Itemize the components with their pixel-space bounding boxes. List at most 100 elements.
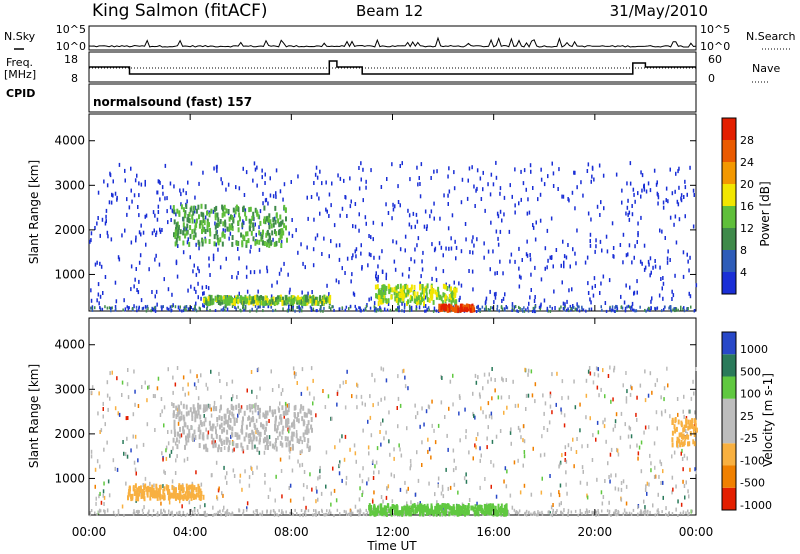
power-point	[235, 307, 237, 311]
power-point	[263, 241, 266, 246]
power-point	[341, 206, 344, 211]
power-point	[343, 178, 345, 183]
power-point	[505, 305, 507, 309]
velocity-point	[561, 396, 563, 401]
velocity-point	[99, 430, 101, 434]
power-point	[316, 192, 318, 197]
power-point	[107, 234, 109, 239]
velocity-point	[228, 415, 230, 421]
power-point	[182, 222, 185, 228]
power-point	[410, 284, 413, 290]
velocity-point	[226, 437, 229, 443]
power-point	[631, 260, 633, 265]
power-point	[523, 306, 525, 310]
velocity-point	[172, 390, 174, 395]
velocity-point	[682, 479, 684, 484]
power-point	[182, 188, 185, 193]
velocity-point	[127, 495, 129, 501]
velocity-point	[643, 430, 645, 435]
power-point	[91, 308, 94, 312]
velocity-point	[403, 505, 406, 511]
velocity-point	[315, 513, 317, 517]
power-point	[437, 291, 440, 297]
power-point	[518, 201, 520, 206]
velocity-point	[259, 512, 261, 516]
velocity-point	[517, 403, 519, 408]
power-point	[447, 174, 449, 179]
power-point	[231, 215, 234, 221]
velocity-point	[182, 510, 185, 514]
power-point	[448, 307, 451, 313]
power-point	[487, 182, 489, 187]
power-point	[570, 307, 572, 311]
velocity-point	[600, 387, 602, 392]
power-point	[395, 285, 398, 291]
velocity-point	[595, 510, 598, 514]
velocity-point	[273, 445, 276, 450]
power-point	[450, 300, 453, 306]
velocity-point	[695, 367, 697, 371]
power-point	[130, 166, 132, 171]
velocity-point	[146, 492, 149, 498]
velocity-point	[607, 374, 610, 378]
velocity-point	[457, 505, 460, 511]
power-point	[137, 205, 139, 209]
velocity-point	[345, 481, 347, 486]
power-point	[586, 169, 589, 173]
power-point	[328, 305, 331, 309]
power-point	[266, 239, 269, 245]
velocity-point	[147, 513, 149, 517]
velocity-point	[428, 405, 431, 410]
power-point	[106, 183, 109, 188]
velocity-point	[154, 492, 157, 498]
power-point	[251, 307, 253, 311]
power-point	[202, 291, 204, 296]
power-point	[485, 299, 487, 304]
power-point	[261, 168, 263, 173]
power-point	[249, 249, 251, 254]
power-point	[526, 239, 528, 244]
velocity-point	[617, 487, 620, 492]
power-point	[158, 179, 160, 184]
velocity-point	[218, 435, 221, 440]
velocity-point	[161, 494, 164, 500]
power-point	[375, 307, 377, 311]
velocity-point	[525, 509, 528, 513]
power-point	[631, 305, 633, 309]
power-point	[625, 253, 628, 258]
power-point	[133, 193, 136, 198]
power-point	[397, 284, 399, 290]
power-point	[101, 307, 104, 311]
velocity-point	[653, 475, 656, 479]
power-point	[353, 292, 356, 297]
power-point	[519, 307, 521, 311]
velocity-point	[279, 401, 281, 406]
velocity-point	[162, 488, 165, 494]
power-point	[669, 215, 672, 220]
power-point	[628, 217, 631, 222]
velocity-point	[154, 428, 156, 432]
velocity-point	[686, 434, 688, 440]
power-point	[539, 308, 541, 311]
power-point	[385, 276, 387, 281]
velocity-point	[585, 393, 588, 398]
velocity-point	[682, 510, 685, 514]
velocity-point	[171, 510, 173, 514]
power-point	[533, 299, 536, 303]
velocity-point	[405, 489, 408, 494]
power-point	[405, 292, 408, 298]
power-point	[275, 191, 277, 196]
power-point	[442, 283, 445, 289]
velocity-point	[490, 460, 492, 464]
velocity-point	[137, 458, 139, 463]
power-point	[497, 242, 500, 247]
power-point	[460, 283, 463, 288]
velocity-point	[126, 382, 129, 387]
velocity-point	[412, 509, 415, 515]
power-point	[408, 267, 411, 272]
power-colorbar-frame	[721, 117, 737, 295]
velocity-point	[283, 410, 286, 416]
velocity-point	[692, 439, 695, 445]
